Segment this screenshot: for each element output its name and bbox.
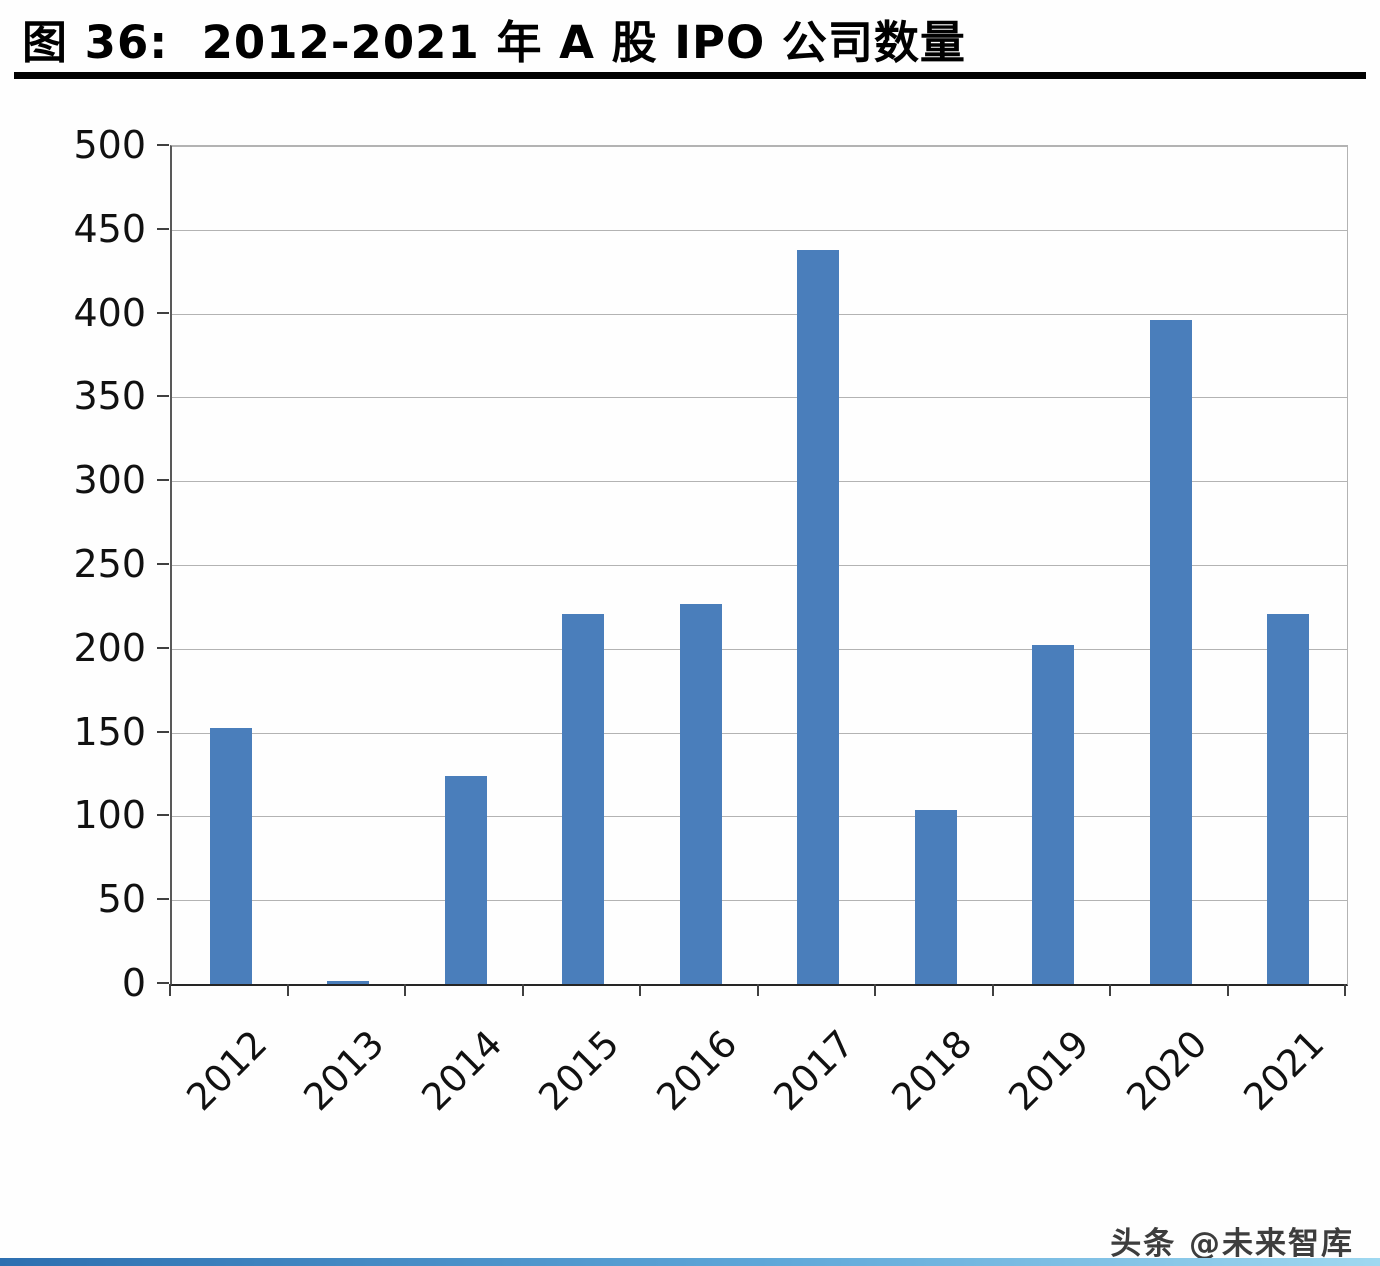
- bar-2015: [562, 613, 605, 984]
- x-tick-label: 2017: [765, 1022, 863, 1119]
- bar-2016: [679, 603, 722, 984]
- y-tick-mark: [157, 982, 169, 984]
- x-tick-mark: [521, 984, 524, 996]
- gridline: [172, 648, 1347, 650]
- gridline: [172, 146, 1347, 147]
- y-tick-label: 50: [97, 877, 146, 922]
- y-tick-label: 400: [73, 290, 146, 335]
- y-tick-mark: [157, 311, 169, 314]
- y-tick-label: 100: [73, 793, 146, 838]
- bar-2020: [1149, 320, 1192, 984]
- gridline: [172, 732, 1347, 734]
- x-tick-mark: [1226, 984, 1229, 996]
- x-tick-mark: [639, 984, 641, 996]
- x-tick-label: 2021: [1235, 1022, 1333, 1119]
- x-tick-mark: [404, 984, 406, 996]
- x-tick-label: 2020: [1118, 1022, 1216, 1119]
- x-tick-label: 2015: [530, 1022, 628, 1119]
- bottom-accent-strip: [0, 1258, 1380, 1266]
- y-tick-label: 450: [73, 206, 146, 251]
- x-tick-label: 2019: [1000, 1022, 1098, 1119]
- y-tick-label: 0: [121, 961, 146, 1005]
- x-tick-label: 2014: [413, 1022, 511, 1119]
- bar-2021: [1267, 613, 1310, 984]
- y-tick-label: 150: [73, 709, 146, 754]
- figure-title: 图 36: 2012-2021 年 A 股 IPO 公司数量: [22, 16, 966, 69]
- bar-2018: [914, 809, 957, 984]
- y-tick-label: 300: [73, 458, 146, 503]
- gridline: [172, 481, 1347, 483]
- y-tick-label: 250: [73, 542, 146, 586]
- gridline: [172, 900, 1347, 902]
- y-tick-mark: [157, 814, 169, 817]
- gridline: [172, 565, 1347, 566]
- x-tick-mark: [1109, 984, 1111, 996]
- y-tick-mark: [157, 730, 169, 733]
- y-tick-mark: [157, 479, 169, 482]
- x-tick-label: 2012: [178, 1022, 276, 1119]
- x-tick-mark: [1344, 984, 1346, 996]
- bar-2019: [1032, 645, 1075, 984]
- y-tick-label: 200: [73, 625, 146, 670]
- x-tick-mark: [874, 984, 876, 996]
- y-tick-mark: [157, 898, 169, 901]
- bar-2014: [444, 776, 487, 984]
- gridline: [172, 816, 1347, 818]
- x-tick-label: 2016: [648, 1022, 746, 1119]
- bar-2013: [327, 980, 370, 984]
- plot-area: [170, 145, 1348, 986]
- gridline: [172, 397, 1347, 399]
- x-tick-mark: [991, 984, 994, 996]
- x-tick-mark: [756, 984, 759, 996]
- bar-2012: [209, 727, 252, 984]
- y-tick-mark: [157, 395, 169, 398]
- title-underline-rule: [14, 72, 1366, 79]
- y-tick-mark: [157, 563, 169, 565]
- bar-2017: [797, 249, 840, 984]
- x-tick-mark: [286, 984, 289, 996]
- gridline: [172, 313, 1347, 315]
- y-tick-mark: [157, 227, 169, 230]
- y-tick-label: 500: [73, 123, 146, 167]
- y-tick-label: 350: [73, 374, 146, 419]
- y-tick-mark: [157, 144, 169, 146]
- watermark-text: 头条 @未来智库: [1110, 1226, 1354, 1262]
- y-tick-mark: [157, 646, 169, 649]
- x-tick-label: 2018: [883, 1022, 981, 1119]
- x-tick-mark: [169, 984, 171, 996]
- gridline: [172, 229, 1347, 231]
- x-tick-label: 2013: [295, 1022, 393, 1119]
